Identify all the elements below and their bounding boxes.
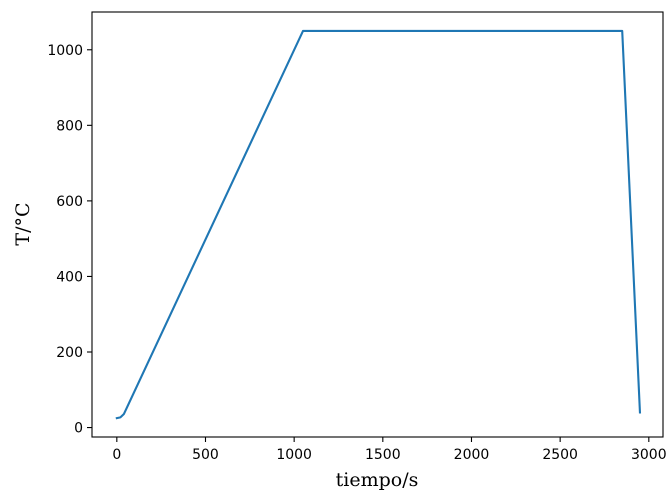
y-tick-label: 800	[56, 118, 83, 134]
x-tick-label: 2000	[454, 447, 490, 463]
series-line-0	[115, 29, 642, 420]
x-tick-label: 3000	[631, 447, 667, 463]
x-tick-label: 2500	[542, 447, 578, 463]
y-axis-title: T/°C	[12, 202, 34, 245]
y-tick-label: 0	[74, 421, 83, 437]
y-tick-label: 600	[56, 194, 83, 210]
x-axis-title: tiempo/s	[336, 469, 419, 490]
x-tick-label: 1000	[276, 447, 312, 463]
x-tick-label: 1500	[365, 447, 401, 463]
y-tick-label: 1000	[47, 43, 83, 59]
x-tick-label: 0	[112, 447, 121, 463]
y-tick-label: 400	[56, 269, 83, 285]
y-tick-label: 200	[56, 345, 83, 361]
plot-frame	[91, 11, 664, 438]
x-tick-label: 500	[192, 447, 219, 463]
